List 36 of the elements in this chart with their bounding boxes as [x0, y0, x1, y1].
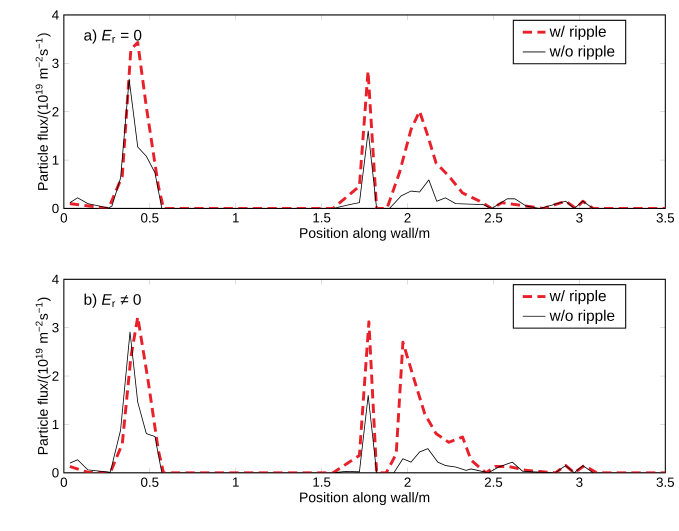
x-tick-label: 3.5	[656, 478, 674, 488]
x-axis-title: Position along wall/m	[300, 228, 430, 241]
y-tick-label: 4	[52, 274, 59, 284]
x-axis-title: Position along wall/m	[300, 492, 430, 506]
y-tick-label: 1	[52, 420, 59, 430]
y-tick-label: 3	[52, 58, 59, 68]
legend-label: w/o ripple	[550, 310, 614, 324]
x-tick-label: 0	[60, 213, 68, 223]
x-tick-label: 3	[576, 213, 583, 223]
x-tick-label: 1.5	[313, 213, 330, 223]
legend-label: w/o ripple	[550, 46, 614, 60]
annotation: a) E$_{r}$ = 0	[84, 30, 142, 44]
x-tick-label: 2.5	[484, 213, 502, 223]
y-axis-title: Particle flux/(10$^{19}$ m$^{−2}$s$^{−1}$)	[36, 33, 51, 190]
y-tick-label: 1	[52, 156, 59, 165]
legend-label: w/ ripple	[550, 290, 606, 304]
annotation: b) E$_{r}$ ≠ 0	[84, 294, 141, 308]
x-tick-label: 1.5	[313, 478, 330, 487]
x-tick-label: 0.5	[141, 213, 158, 223]
legend-label: w/ ripple	[550, 26, 606, 40]
x-tick-label: 2	[404, 213, 411, 223]
y-tick-label: 2	[52, 372, 58, 381]
x-tick-label: 0.5	[141, 478, 158, 488]
y-tick-label: 3	[52, 323, 59, 333]
y-tick-label: 0	[52, 468, 59, 478]
x-tick-label: 3	[576, 478, 583, 488]
x-tick-label: 2.5	[484, 478, 502, 488]
x-tick-label: 3.5	[656, 213, 674, 223]
x-tick-label: 1	[233, 478, 239, 487]
x-tick-label: 2	[404, 478, 411, 487]
x-tick-label: 1	[233, 213, 239, 222]
y-tick-label: 0	[52, 204, 59, 214]
y-axis-title: Particle flux/(10$^{19}$ m$^{−2}$s$^{−1}$)	[36, 298, 51, 454]
y-tick-label: 2	[52, 107, 58, 117]
x-tick-label: 0	[60, 478, 68, 488]
y-tick-label: 4	[52, 10, 59, 20]
